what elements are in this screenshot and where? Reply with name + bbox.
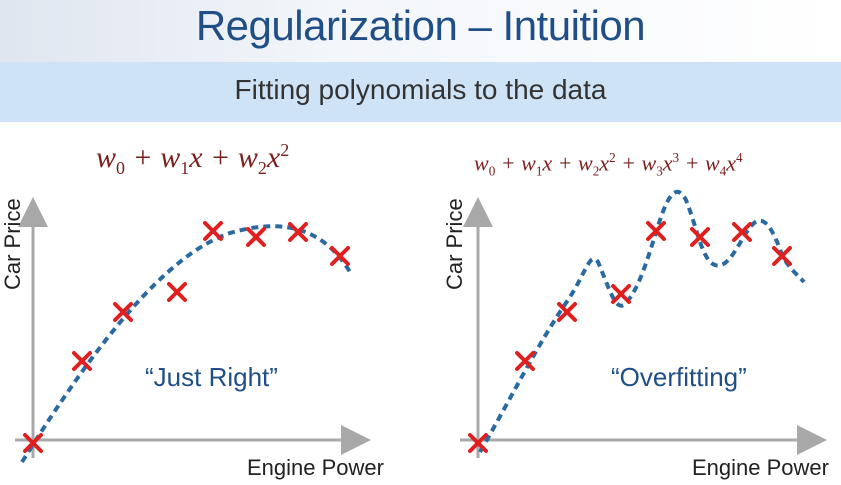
left-x-axis-label: Engine Power [247, 455, 384, 480]
right-y-axis-label: Car Price [442, 198, 467, 290]
right-data-point-8 [772, 246, 792, 266]
data-markers-right [468, 221, 792, 453]
left-data-point-3 [113, 302, 133, 322]
right-data-point-3 [557, 302, 577, 322]
right-data-point-4 [611, 284, 631, 304]
right-data-point-5 [646, 221, 666, 241]
header-band [0, 0, 841, 62]
page-subtitle: Fitting polynomials to the data [234, 74, 607, 105]
fit-curve-quadratic [20, 224, 352, 464]
right-data-point-1 [468, 433, 488, 453]
fit-curve-quartic [478, 189, 806, 453]
equation-quadratic: w0 + w1x + w2x2 [96, 140, 290, 178]
right-data-point-6 [690, 227, 710, 247]
left-data-point-1 [23, 433, 43, 453]
left-data-point-2 [72, 351, 92, 371]
data-markers-left [23, 221, 350, 453]
equation-quartic: w0 + w1x + w2x2 + w3x3 + w4x4 [474, 150, 743, 179]
left-data-point-4 [167, 282, 187, 302]
left-data-point-6 [246, 227, 266, 247]
left-data-point-5 [203, 221, 223, 241]
right-x-axis-label: Engine Power [692, 455, 829, 480]
left-data-point-8 [330, 246, 350, 266]
label-just-right: “Just Right” [145, 362, 278, 392]
diagram-canvas [15, 189, 827, 464]
subtitle-bar [0, 62, 841, 122]
page-title: Regularization – Intuition [195, 2, 646, 49]
right-data-point-7 [732, 222, 752, 242]
left-data-point-7 [288, 222, 308, 242]
label-overfitting: “Overfitting” [611, 362, 747, 392]
right-data-point-2 [515, 351, 535, 371]
left-y-axis-label: Car Price [0, 198, 25, 290]
